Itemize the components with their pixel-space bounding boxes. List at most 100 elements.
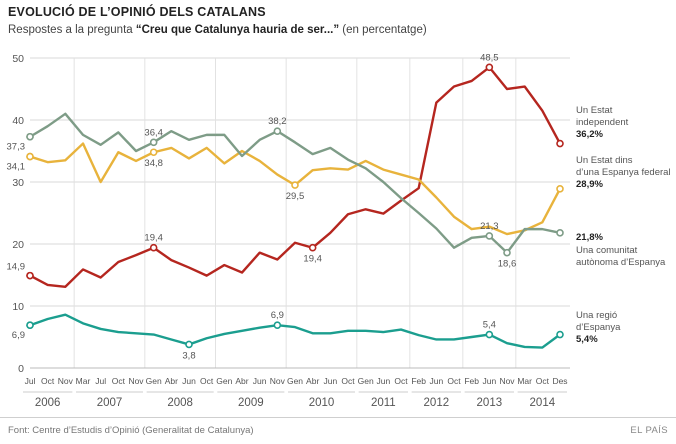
x-axis-tick-label: Jun (182, 376, 196, 386)
y-axis-tick-label: 0 (18, 363, 24, 375)
series-3 (28, 112, 562, 254)
x-axis-tick-label: Gen (287, 376, 303, 386)
data-point-marker (556, 229, 564, 237)
legend-value: 36,2% (576, 129, 603, 140)
x-axis-tick-label: Nov (499, 376, 515, 386)
subtitle-post: (en percentatge) (339, 24, 427, 36)
x-axis-tick-label: Jun (253, 376, 267, 386)
x-axis-tick-label: Oct (536, 376, 550, 386)
x-axis-year-label: 2010 (309, 397, 335, 409)
x-axis-tick-label: Nov (128, 376, 144, 386)
y-axis-tick-label: 50 (12, 53, 24, 65)
data-point-marker (503, 248, 511, 257)
page-title: EVOLUCIÓ DE L’OPINIÓ DELS CATALANS (8, 5, 266, 19)
data-point-label: 14,9 (7, 262, 26, 273)
x-axis-year-label: 2011 (371, 397, 396, 409)
data-point-label: 48,5 (480, 52, 499, 63)
x-axis-tick-label: Abr (235, 376, 248, 386)
data-point-marker (26, 132, 34, 141)
data-point-marker (149, 148, 158, 157)
x-axis-year-groups: 2006 2007 2008 2009 2010 2011 2012 2013 2014 (23, 391, 567, 409)
legend-label-line: independent (576, 117, 629, 128)
x-axis-tick-label: Mar (517, 376, 532, 386)
data-point-label: 19,4 (303, 254, 322, 265)
x-axis-tick-label: Oct (341, 376, 355, 386)
subtitle-pre: Respostes a la pregunta (8, 24, 136, 36)
subtitle-question: “Creu que Catalunya hauria de ser...” (135, 24, 340, 36)
data-point-marker (26, 321, 34, 330)
data-point-marker (149, 243, 158, 252)
legend-label-line: Un Estat (576, 105, 613, 116)
x-axis-tick-label: Gen (358, 376, 374, 386)
legend-value: 21,8% (576, 232, 603, 243)
data-point-label: 34,8 (144, 158, 163, 169)
data-point-marker (273, 127, 282, 135)
x-axis-tick-label: Nov (58, 376, 74, 386)
x-axis-tick-label: Feb (411, 376, 426, 386)
x-axis-tick-label: Abr (165, 376, 178, 386)
x-axis-tick-label: Jun (323, 376, 337, 386)
source-note: Font: Centre d’Estudis d’Opinió (General… (8, 425, 254, 436)
series-4-markers: 6,9 3,8 6,9 5,4 (12, 310, 564, 361)
x-axis-tick-label: Gen (216, 376, 232, 386)
x-axis-tick-label: Jul (95, 376, 106, 386)
legend-value: 5,4% (576, 334, 598, 345)
data-point-marker (556, 330, 564, 339)
data-point-marker (556, 139, 564, 148)
data-point-label: 19,4 (144, 233, 163, 244)
series-4 (28, 313, 562, 349)
x-axis-tick-label: Feb (464, 376, 479, 386)
data-point-label: 36,4 (144, 127, 163, 138)
series-1-markers: 14,9 19,4 19,4 48,5 (7, 52, 564, 280)
brand-label: EL PAÍS (630, 425, 668, 436)
data-point-marker (149, 138, 158, 147)
legend-label-line: Un Estat dins (576, 155, 633, 166)
series-line (28, 112, 562, 254)
data-point-marker (485, 330, 494, 339)
series-3-markers: 37,3 36,4 38,2 21,3 18,6 (7, 116, 564, 270)
x-axis-tick-label: Jun (482, 376, 496, 386)
data-point-label: 34,1 (7, 162, 26, 173)
x-axis-year-label: 2012 (424, 397, 450, 409)
x-axis-year-label: 2013 (477, 397, 503, 409)
data-point-marker (273, 321, 282, 330)
data-point-marker (291, 181, 299, 189)
data-point-marker (556, 185, 564, 193)
data-point-label: 21,3 (480, 221, 499, 232)
legend-label-line: Una regió (576, 310, 617, 321)
series-1 (28, 66, 562, 288)
x-axis-year-label: 2014 (530, 397, 556, 409)
x-axis-year-label: 2006 (35, 397, 61, 409)
data-point-marker (26, 271, 34, 280)
x-axis-tick-label: Jul (25, 376, 36, 386)
x-axis-tick-label: Jun (376, 376, 390, 386)
x-axis-month-labels: Jul Oct Nov Mar Jul Oct Nov Gen Abr Jun Oct Gen Abr J… (25, 376, 568, 386)
x-axis-tick-label: Nov (270, 376, 286, 386)
x-axis-tick-label: Oct (200, 376, 214, 386)
data-point-marker (485, 232, 494, 240)
x-axis-tick-label: Oct (112, 376, 126, 386)
data-point-label: 6,9 (271, 310, 284, 321)
page-subtitle: Respostes a la pregunta “Creu que Catalu… (8, 24, 427, 36)
x-axis-tick-label: Oct (41, 376, 55, 386)
x-axis-year-label: 2008 (167, 397, 193, 409)
footer-divider (0, 417, 676, 418)
data-point-label: 18,6 (498, 259, 517, 270)
legend-label-line: d’Espanya (576, 322, 621, 333)
legend-label-line: d’una Espanya federal (576, 167, 671, 178)
data-point-marker (308, 243, 317, 252)
legend-label-line: autònoma d’Espanya (576, 257, 666, 268)
legend-value: 28,9% (576, 179, 603, 190)
x-axis-tick-label: Oct (447, 376, 461, 386)
y-axis-tick-label: 40 (12, 115, 24, 127)
data-point-label: 5,4 (483, 320, 496, 331)
data-point-marker (485, 63, 494, 72)
data-point-label: 37,3 (7, 142, 26, 153)
x-axis-tick-label: Gen (146, 376, 162, 386)
